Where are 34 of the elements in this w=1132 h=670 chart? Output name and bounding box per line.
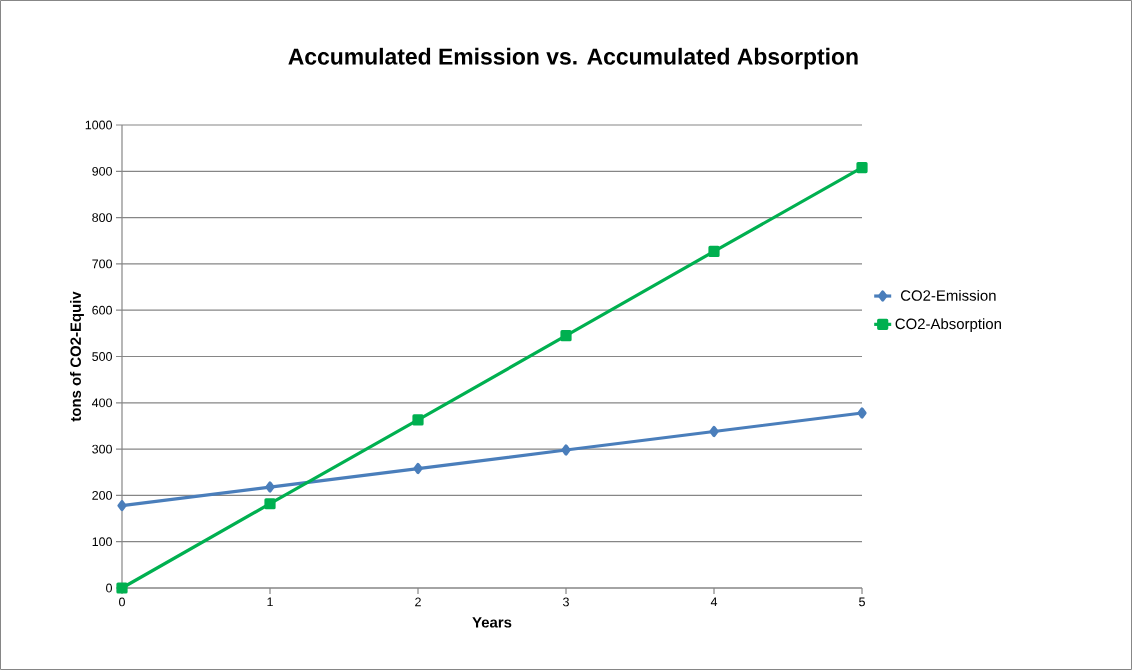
x-tick-label: 4 bbox=[710, 597, 718, 607]
legend-label: CO2-Emission bbox=[900, 289, 996, 301]
y-tick-label: 800 bbox=[92, 213, 112, 223]
x-tick-label: 3 bbox=[563, 597, 569, 607]
point bbox=[708, 245, 720, 257]
point bbox=[264, 498, 276, 510]
y-tick-label: 700 bbox=[92, 259, 112, 269]
y-tick-label: 100 bbox=[92, 537, 112, 547]
point bbox=[857, 407, 867, 419]
y-tick-label: 300 bbox=[92, 444, 112, 454]
point bbox=[856, 161, 868, 174]
point bbox=[561, 444, 571, 456]
y-tick-label: 200 bbox=[92, 491, 112, 500]
point bbox=[709, 425, 719, 438]
x-tick-label: 2 bbox=[415, 597, 421, 607]
y-axis-title: tons of CO2-Equiv bbox=[70, 291, 84, 422]
y-tick-label: 1000 bbox=[85, 120, 112, 130]
point bbox=[412, 414, 424, 426]
point bbox=[117, 499, 127, 512]
chart-title: Accumulated Emission vs. Accumulated Absorption bbox=[288, 47, 858, 70]
x-tick-label: 5 bbox=[859, 597, 865, 607]
point bbox=[116, 582, 128, 594]
y-tick-label: 600 bbox=[92, 305, 112, 315]
y-tick-label: 0 bbox=[106, 583, 112, 593]
point bbox=[413, 462, 423, 475]
y-tick-label: 900 bbox=[92, 166, 112, 176]
x-tick-label: 1 bbox=[267, 597, 273, 607]
point bbox=[560, 330, 572, 342]
y-tick-label: 400 bbox=[91, 398, 112, 408]
x-tick-label: 0 bbox=[119, 597, 125, 607]
x-axis-title: Years bbox=[472, 617, 512, 628]
y-tick-label: 500 bbox=[92, 352, 112, 361]
legend-label: CO2-Absorption bbox=[895, 318, 1001, 333]
point bbox=[265, 481, 275, 493]
